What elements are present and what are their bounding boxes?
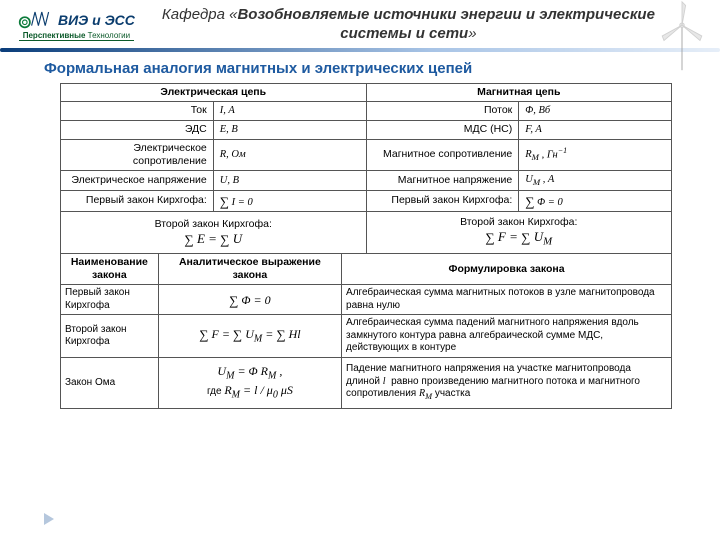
header-bar: ВИЭ и ЭСС Перспективные Технологии Кафед… bbox=[0, 0, 720, 46]
law-name: Закон Ома bbox=[61, 357, 159, 408]
department-title: Кафедра «Возобновляемые источники энерги… bbox=[155, 6, 702, 44]
table1-header-left: Электрическая цепь bbox=[61, 83, 367, 101]
dept-bold: Возобновляемые источники энергии и элект… bbox=[237, 6, 654, 42]
table-row: Первый закон Кирхгофа Φ = 0 Алгебраическ… bbox=[61, 285, 672, 315]
cell-formula: UM , A bbox=[519, 170, 672, 190]
law-desc: Падение магнитного напряжения на участке… bbox=[342, 357, 672, 408]
cell-formula: U, B bbox=[213, 170, 366, 190]
table-row: Второй закон Кирхгофа F = UM = Hl Алгебр… bbox=[61, 315, 672, 358]
logo-sub-1: Перспективные bbox=[23, 31, 86, 40]
cell-label: Первый закон Кирхгофа: bbox=[61, 190, 214, 211]
cell-label: Ток bbox=[61, 101, 214, 120]
cell-label: Электрическое сопротивление bbox=[61, 139, 214, 170]
cell-formula: F, A bbox=[519, 120, 672, 139]
law-expr: Φ = 0 bbox=[158, 285, 341, 315]
law-expr: UM = Φ RM , где RM = l / μ0 μS bbox=[158, 357, 341, 408]
tables-container: Электрическая цепь Магнитная цепь Ток I,… bbox=[0, 83, 720, 409]
cell-label: МДС (НС) bbox=[366, 120, 519, 139]
law-expr: F = UM = Hl bbox=[158, 315, 341, 358]
table2-h1: Наименование закона bbox=[61, 254, 159, 285]
logo-icon bbox=[18, 9, 52, 31]
cell-label: Второй закон Кирхгофа: bbox=[371, 216, 668, 229]
table2-h2: Аналитическое выражение закона bbox=[158, 254, 341, 285]
cell-kirchhoff2-right: Второй закон Кирхгофа: F = UM bbox=[366, 212, 672, 254]
law-name: Второй закон Кирхгофа bbox=[61, 315, 159, 358]
cell-formula: E, B bbox=[213, 120, 366, 139]
cell-formula: RM , Гн−1 bbox=[519, 139, 672, 170]
section-title: Формальная аналогия магнитных и электрич… bbox=[0, 58, 720, 83]
cell-kirchhoff2-left: Второй закон Кирхгофа: E = U bbox=[61, 212, 367, 254]
cell-label: Поток bbox=[366, 101, 519, 120]
cell-formula: R, Ом bbox=[213, 139, 366, 170]
table-row: ЭДС E, B МДС (НС) F, A bbox=[61, 120, 672, 139]
cell-formula: Φ, Вб bbox=[519, 101, 672, 120]
cell-label: ЭДС bbox=[61, 120, 214, 139]
logo-block: ВИЭ и ЭСС Перспективные Технологии bbox=[18, 9, 135, 41]
divider-line bbox=[0, 48, 720, 52]
logo-text: ВИЭ и ЭСС bbox=[58, 12, 135, 28]
laws-table: Наименование закона Аналитическое выраже… bbox=[60, 253, 672, 409]
table-row: Закон Ома UM = Φ RM , где RM = l / μ0 μS… bbox=[61, 357, 672, 408]
cell-label: Магнитное сопротивление bbox=[366, 139, 519, 170]
table2-h3: Формулировка закона bbox=[342, 254, 672, 285]
table-row: Электрическое сопротивление R, Ом Магнит… bbox=[61, 139, 672, 170]
law-desc: Алгебраическая сумма падений магнитного … bbox=[342, 315, 672, 358]
logo-subtitle: Перспективные Технологии bbox=[19, 31, 134, 41]
table-row: Первый закон Кирхгофа: I = 0 Первый зако… bbox=[61, 190, 672, 211]
cell-label: Второй закон Кирхгофа: bbox=[65, 218, 362, 231]
table-row: Ток I, A Поток Φ, Вб bbox=[61, 101, 672, 120]
cell-label: Первый закон Кирхгофа: bbox=[366, 190, 519, 211]
table-row: Электрическое напряжение U, B Магнитное … bbox=[61, 170, 672, 190]
logo-sub-2: Технологии bbox=[88, 31, 130, 40]
slide-arrow-icon bbox=[44, 512, 62, 530]
windmill-icon bbox=[654, 0, 710, 72]
cell-formula: I = 0 bbox=[213, 190, 366, 211]
dept-suffix: » bbox=[468, 25, 476, 42]
table1-header-right: Магнитная цепь bbox=[366, 83, 672, 101]
table-row: Второй закон Кирхгофа: E = U Второй зако… bbox=[61, 212, 672, 254]
cell-formula: Φ = 0 bbox=[519, 190, 672, 211]
cell-formula: I, A bbox=[213, 101, 366, 120]
dept-prefix: Кафедра « bbox=[162, 6, 238, 23]
cell-label: Электрическое напряжение bbox=[61, 170, 214, 190]
law-desc: Алгебраическая сумма магнитных потоков в… bbox=[342, 285, 672, 315]
analogy-table: Электрическая цепь Магнитная цепь Ток I,… bbox=[60, 83, 672, 255]
law-name: Первый закон Кирхгофа bbox=[61, 285, 159, 315]
cell-label: Магнитное напряжение bbox=[366, 170, 519, 190]
